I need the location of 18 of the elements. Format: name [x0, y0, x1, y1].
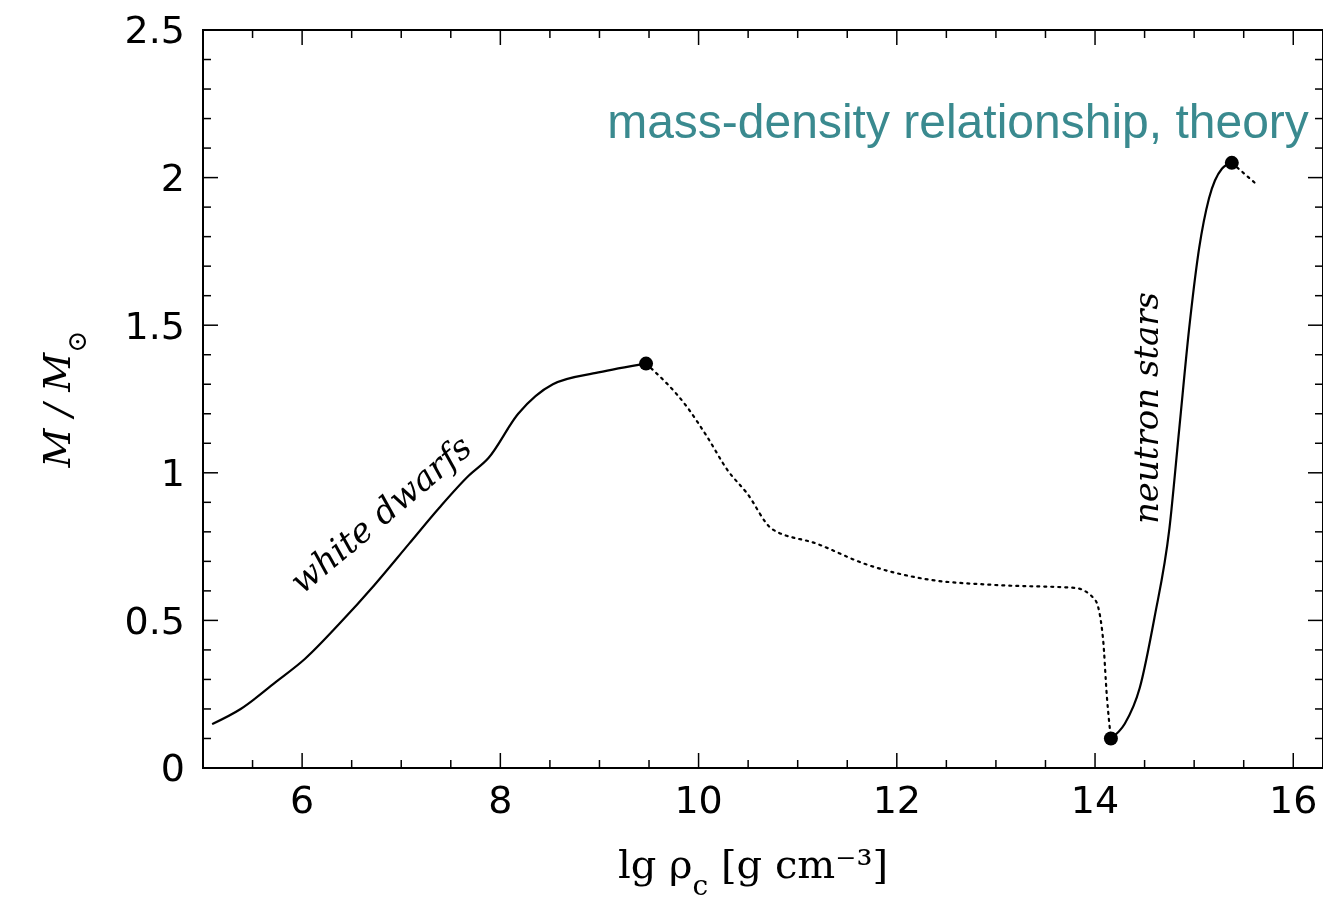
x-tick-label: 16	[1269, 778, 1318, 822]
y-tick-label: 1.5	[124, 303, 185, 348]
x-tick-label: 6	[290, 778, 315, 822]
y-tick-label: 0	[160, 746, 185, 791]
x-tick-label: 10	[674, 778, 723, 822]
y-tick-label: 1	[160, 451, 185, 496]
x-tick-label: 12	[872, 778, 921, 822]
point	[639, 356, 654, 371]
annotation: neutron stars	[1126, 291, 1166, 525]
text: mass-density relationship, theory	[607, 95, 1309, 148]
point	[1103, 731, 1118, 746]
point	[1224, 155, 1239, 170]
x-axis-title: lg ρ$_{c}$ [g cm⁻³]	[617, 841, 889, 902]
y-tick-label: 2	[160, 155, 185, 200]
y-tick-label: 2.5	[124, 8, 185, 53]
y-tick-label: 0.5	[124, 598, 185, 643]
x-tick-label: 8	[488, 778, 513, 822]
x-tick-label: 14	[1070, 778, 1120, 822]
